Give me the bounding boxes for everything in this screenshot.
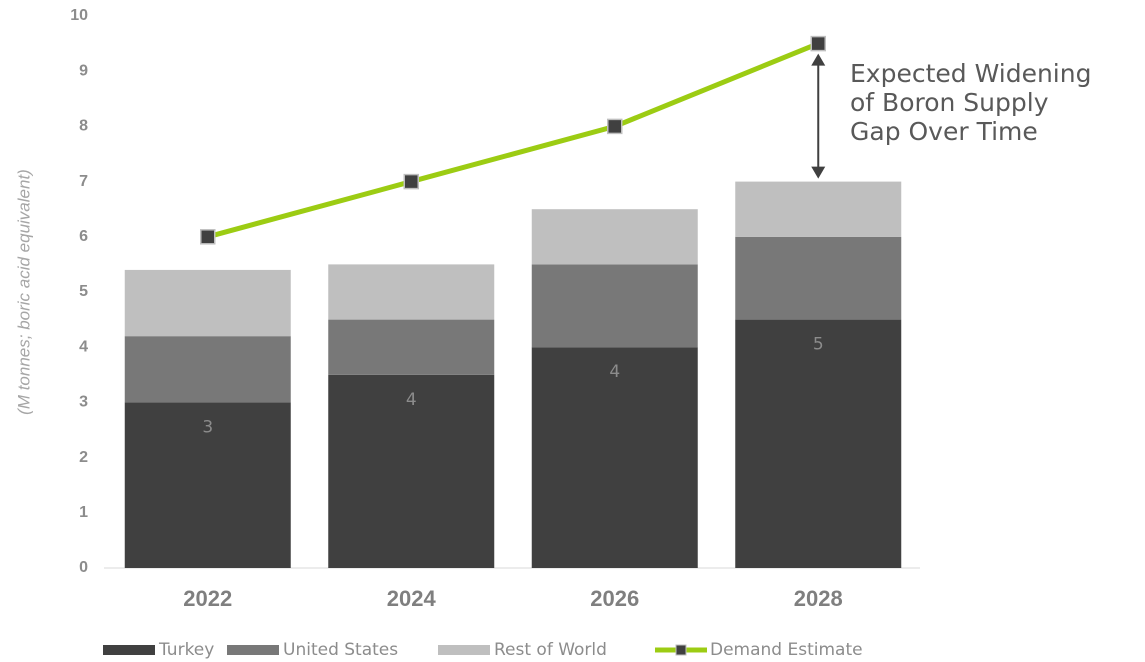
marker bbox=[810, 35, 826, 52]
bar bbox=[531, 264, 698, 348]
legend-swatch bbox=[227, 645, 279, 655]
bar bbox=[735, 319, 902, 568]
data-label: 3 bbox=[202, 417, 213, 437]
y-tick-label: 6 bbox=[79, 228, 88, 245]
bar bbox=[531, 347, 698, 568]
x-tick-label: 2024 bbox=[387, 586, 437, 611]
y-tick-label: 9 bbox=[79, 62, 88, 79]
bar bbox=[124, 336, 291, 403]
legend-label: Turkey bbox=[158, 640, 214, 660]
bar bbox=[735, 181, 902, 237]
y-tick-label: 2 bbox=[79, 449, 88, 466]
bar bbox=[328, 264, 495, 320]
arrow-head bbox=[811, 166, 826, 179]
y-tick-label: 5 bbox=[79, 283, 88, 300]
legend-swatch bbox=[103, 645, 155, 655]
bar bbox=[328, 374, 495, 568]
legend-label: United States bbox=[283, 640, 398, 660]
y-tick-label: 3 bbox=[79, 394, 88, 411]
x-tick-label: 2028 bbox=[794, 586, 843, 611]
annotation: Expected Widening bbox=[850, 59, 1091, 88]
y-axis-label: (M tonnes; boric acid equivalent) bbox=[14, 169, 33, 415]
data-label: 5 bbox=[813, 335, 824, 355]
legend-label: Rest of World bbox=[494, 640, 607, 660]
marker bbox=[200, 229, 216, 245]
line bbox=[207, 41, 820, 240]
bar bbox=[735, 236, 902, 320]
y-tick-label: 1 bbox=[79, 504, 88, 521]
bar bbox=[124, 269, 291, 337]
data-label: 4 bbox=[406, 390, 417, 410]
x-tick-label: 2022 bbox=[183, 586, 232, 611]
bar bbox=[328, 319, 495, 375]
y-tick-label: 8 bbox=[79, 118, 88, 135]
y-tick-label: 7 bbox=[79, 173, 88, 190]
legend-marker bbox=[675, 644, 687, 656]
bar bbox=[531, 209, 698, 265]
annotation: of Boron Supply bbox=[850, 88, 1049, 117]
legend-swatch bbox=[438, 645, 490, 655]
legend-label: Demand Estimate bbox=[710, 640, 863, 660]
annotation: Gap Over Time bbox=[850, 117, 1038, 146]
data-label: 4 bbox=[609, 362, 620, 382]
y-tick-label: 0 bbox=[79, 559, 88, 576]
marker bbox=[607, 118, 623, 135]
marker bbox=[403, 173, 419, 190]
bar bbox=[124, 402, 291, 568]
arrow-head bbox=[811, 53, 826, 66]
y-tick-label: 10 bbox=[70, 7, 88, 24]
x-tick-label: 2026 bbox=[590, 586, 639, 611]
y-tick-label: 4 bbox=[79, 338, 88, 355]
